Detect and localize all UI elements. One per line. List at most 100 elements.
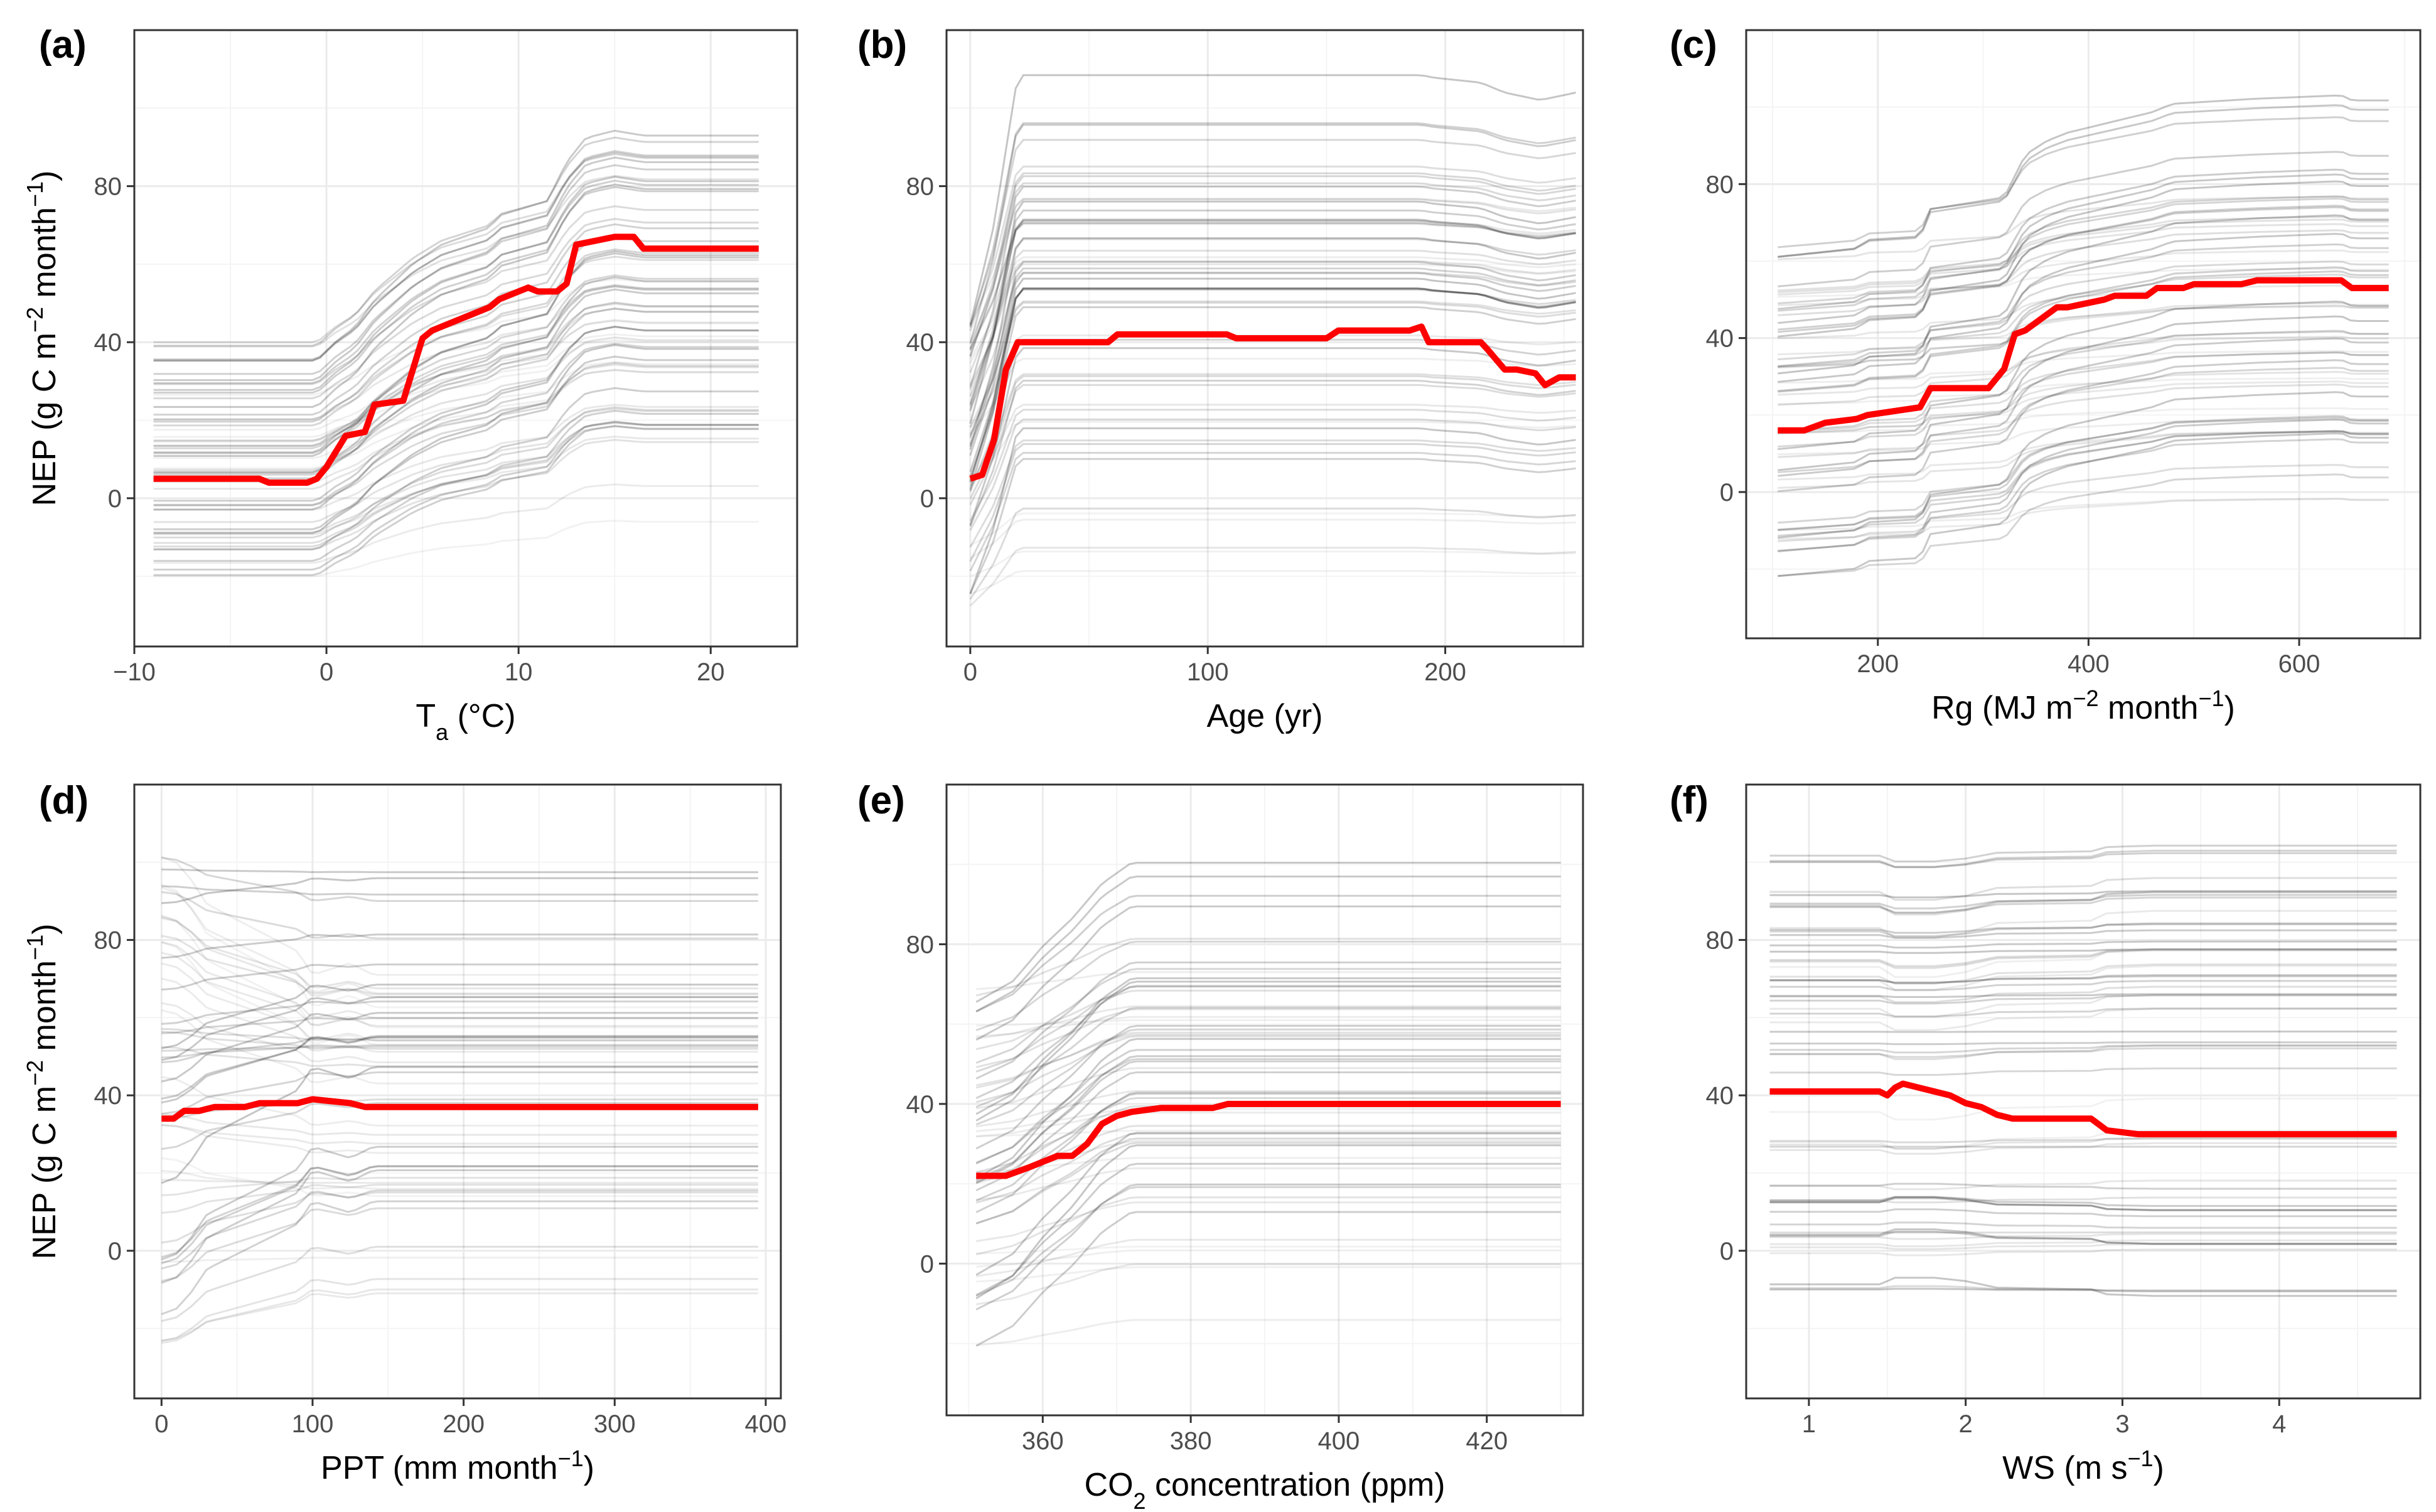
ice-line	[153, 307, 759, 476]
ice-line	[975, 1238, 1561, 1277]
ice-line	[153, 153, 759, 343]
ice-line	[969, 507, 1576, 600]
ice-line	[161, 1207, 758, 1282]
ice-line	[153, 151, 759, 360]
ice-line	[1778, 391, 2389, 539]
ice-line	[1769, 965, 2397, 991]
ice-line	[161, 933, 758, 959]
ice-line	[969, 300, 1576, 428]
ice-line	[975, 1211, 1561, 1347]
ice-line	[161, 1292, 758, 1342]
ice-line	[161, 886, 758, 995]
ice-line	[153, 361, 759, 459]
ice-line	[969, 260, 1576, 450]
ice-line	[969, 209, 1576, 405]
ice-line	[161, 1189, 758, 1270]
ice-line	[153, 250, 759, 457]
ice-line	[153, 164, 759, 375]
ice-line	[161, 891, 758, 940]
ice-line	[1769, 1233, 2397, 1240]
ice-line	[975, 985, 1561, 1099]
ice-line	[153, 252, 759, 454]
ice-line	[153, 406, 759, 539]
ice-line	[1778, 497, 2389, 532]
ice-line	[161, 1027, 758, 1041]
ice-line	[1778, 315, 2389, 471]
pdp-line	[153, 233, 759, 486]
ice-line	[161, 1009, 758, 1085]
ice-line	[1769, 909, 2397, 939]
ice-line	[1778, 206, 2389, 331]
ice-line	[1778, 302, 2389, 369]
ice-line	[975, 1132, 1561, 1204]
ice-line	[975, 1144, 1561, 1300]
ice-line	[1769, 1197, 2397, 1211]
ice-line	[161, 915, 758, 998]
ice-line	[1769, 1007, 2397, 1031]
panel-label: (a)	[39, 23, 87, 67]
ice-line	[153, 218, 759, 400]
ice-line	[969, 375, 1576, 500]
ice-line	[153, 439, 759, 550]
panel-e: 360 380 400 420 0 40 80 (e) CO2 concentration (p…	[857, 779, 1584, 1512]
ice-line	[1778, 429, 2389, 537]
ice-line	[976, 1130, 1561, 1137]
ice-line	[161, 877, 758, 904]
ice-line	[975, 1067, 1561, 1110]
ice-line	[161, 1036, 758, 1064]
y-tick-label: 0	[108, 1238, 122, 1265]
ice-line	[153, 156, 759, 382]
panel-frame	[1745, 29, 2422, 640]
ice-line	[1769, 1041, 2397, 1046]
ice-line	[969, 172, 1576, 350]
ice-line	[1778, 270, 2389, 393]
y-tick-label: 40	[906, 1091, 935, 1118]
ice-line	[1778, 94, 2389, 258]
ice-line	[975, 1034, 1561, 1086]
ice-line	[1778, 359, 2389, 493]
x-tick-label: 1	[1802, 1410, 1816, 1438]
ice-line	[975, 1031, 1561, 1089]
ice-line	[1769, 844, 2397, 862]
ice-line	[1769, 994, 2397, 1018]
ice-line	[975, 1049, 1561, 1165]
ice-line	[969, 220, 1576, 350]
ice-line	[969, 182, 1576, 357]
ice-line	[976, 1249, 1561, 1268]
ice-line	[153, 421, 759, 548]
ice-line	[153, 278, 759, 396]
ice-line	[1769, 1137, 2397, 1144]
ice-line	[1778, 370, 2389, 435]
ice-line	[969, 198, 1576, 326]
ice-line	[969, 421, 1576, 483]
ice-line	[975, 940, 1561, 1031]
ice-line	[1778, 267, 2389, 298]
ice-line	[153, 344, 759, 534]
ice-line	[1769, 1044, 2397, 1060]
ice-line	[153, 409, 759, 562]
ice-line	[1769, 1288, 2397, 1291]
ice-line	[1769, 993, 2397, 998]
ice-line	[969, 237, 1576, 447]
panel-label: (f)	[1670, 779, 1709, 822]
ice-line	[1769, 1047, 2397, 1058]
ice-line	[976, 971, 1561, 990]
ice-line	[975, 1137, 1561, 1225]
ice-line	[975, 1263, 1561, 1306]
ice-line	[1769, 1179, 2397, 1191]
y-tick-label: 40	[906, 329, 935, 357]
ice-line	[969, 122, 1576, 328]
ice-line	[1778, 173, 2389, 324]
ice-line	[1778, 383, 2389, 458]
ice-line	[161, 1165, 758, 1258]
ice-line	[153, 325, 759, 511]
x-tick-label: 10	[505, 658, 533, 686]
ice-line	[1769, 1285, 2397, 1292]
ice-line	[969, 139, 1576, 327]
ice-line	[153, 274, 759, 447]
y-tick-label: 0	[920, 1250, 934, 1278]
x-axis-title: Age (yr)	[1207, 698, 1323, 734]
ice-line	[975, 1090, 1561, 1128]
ice-line	[969, 198, 1576, 344]
ice-line	[1778, 418, 2389, 553]
